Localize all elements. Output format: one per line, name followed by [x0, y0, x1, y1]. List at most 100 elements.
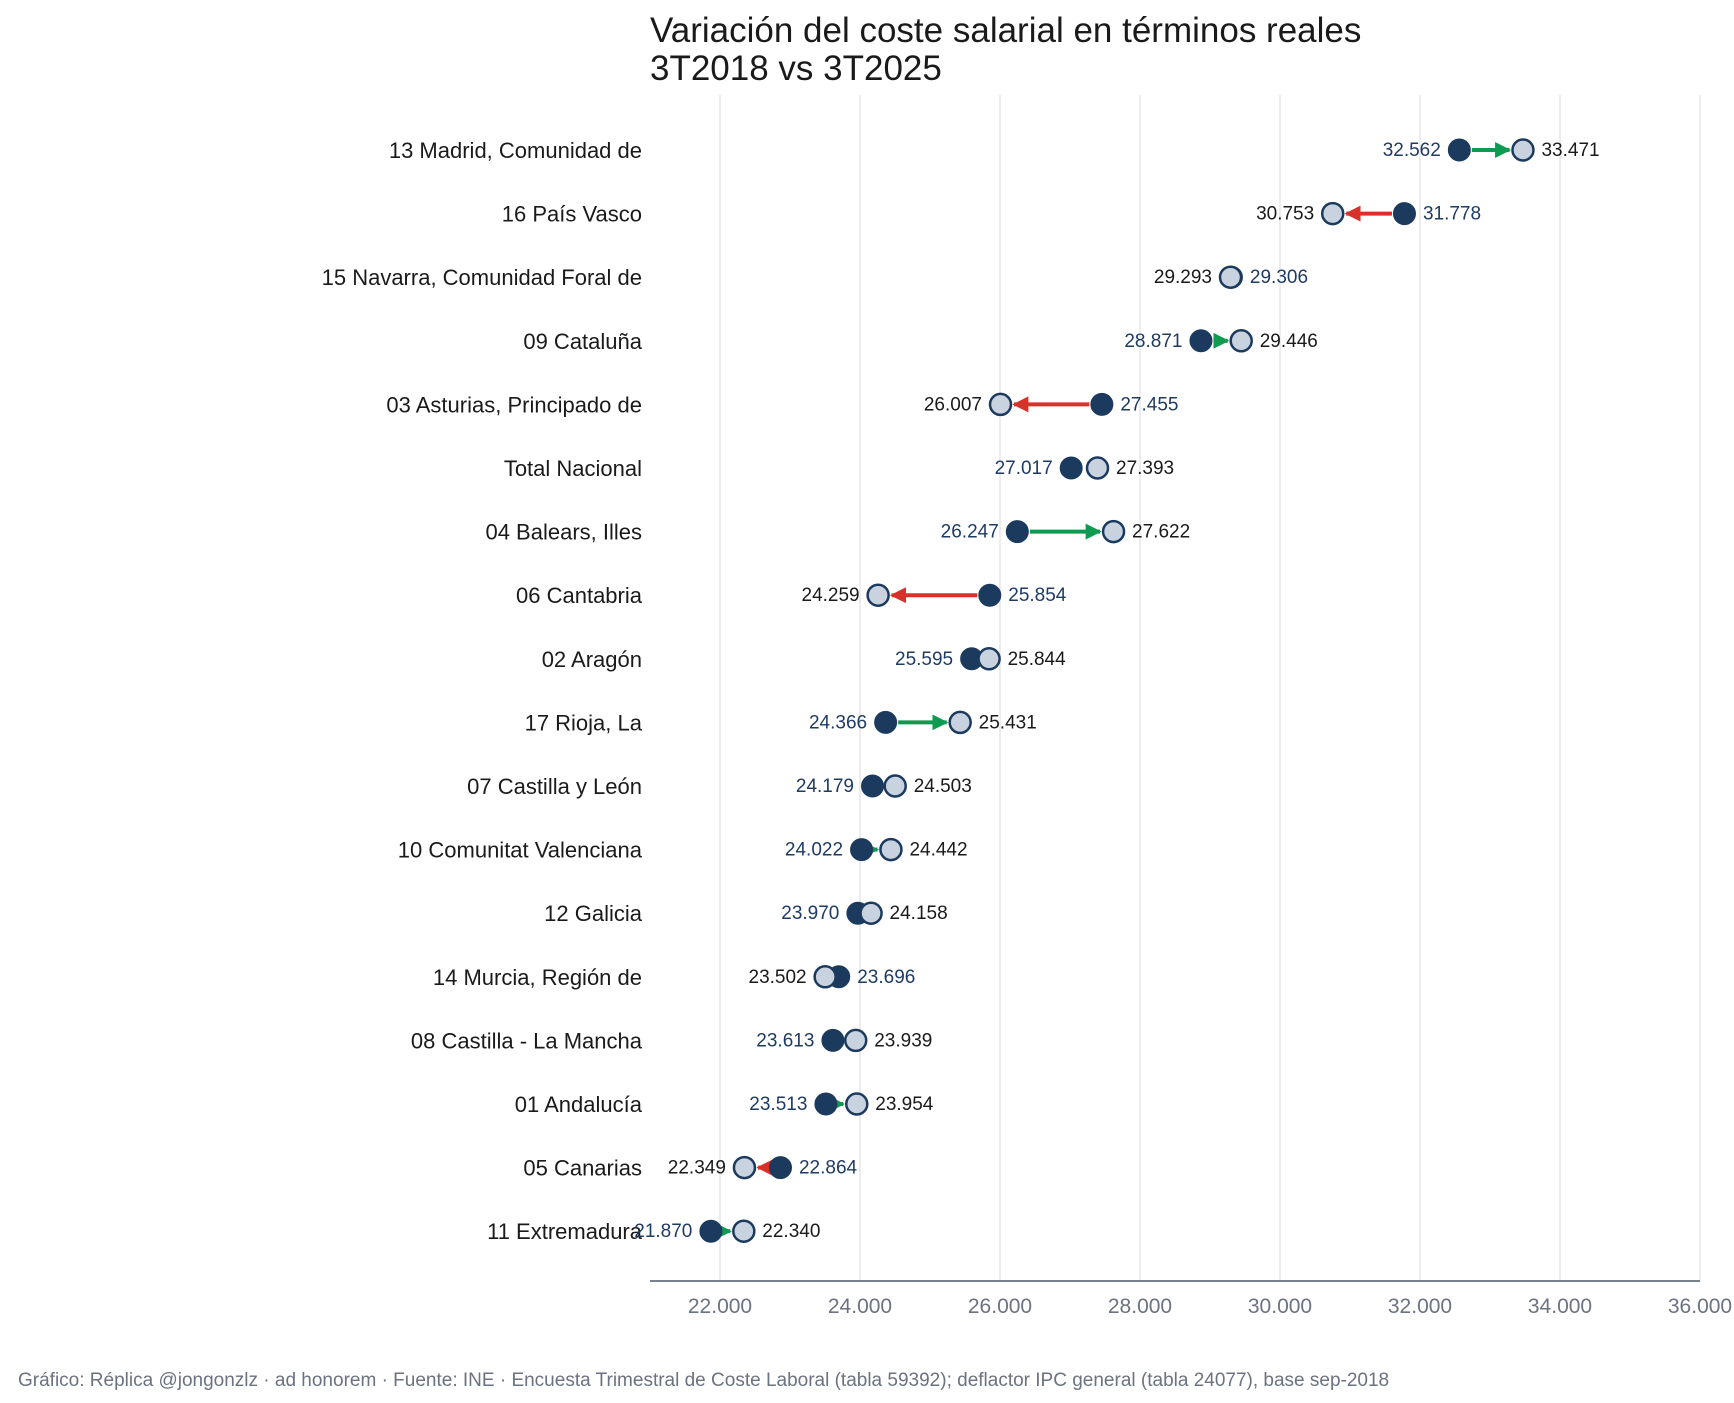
- x-axis: 22.000 24.000 26.000 28.000 30.000 32.000 34.0…: [650, 1280, 1732, 1318]
- y-category-label: 03 Asturias, Principado de: [386, 392, 642, 417]
- end-value-label: 25.844: [1008, 649, 1067, 670]
- end-dot: [845, 1092, 869, 1116]
- y-category-label: 16 País Vasco: [502, 202, 642, 227]
- end-dot: [977, 647, 1001, 671]
- chart-row: 06 Cantabria 24.259 25.854: [516, 583, 1067, 608]
- start-value-label: 21.870: [634, 1221, 692, 1242]
- start-dot: [1392, 202, 1416, 226]
- start-value-label: 23.613: [756, 1030, 814, 1051]
- y-category-label: 15 Navarra, Comunidad Foral de: [322, 265, 642, 290]
- end-dot: [813, 965, 837, 989]
- end-value-label: 24.259: [802, 585, 860, 606]
- chart-row: 02 Aragón 25.595 25.844: [542, 647, 1066, 672]
- start-dot: [814, 1092, 838, 1116]
- end-dot: [1511, 138, 1535, 162]
- end-value-label: 24.158: [890, 903, 948, 924]
- start-dot: [1005, 520, 1029, 544]
- x-tick-label: 36.000: [1668, 1295, 1732, 1318]
- end-dot: [1320, 201, 1345, 226]
- y-category-label: 06 Cantabria: [516, 583, 643, 608]
- start-value-label: 31.778: [1423, 204, 1481, 225]
- end-value-label: 33.471: [1541, 140, 1599, 161]
- end-dot: [732, 1219, 756, 1243]
- x-tick-label: 22.000: [688, 1295, 752, 1318]
- end-value-label: 25.431: [979, 712, 1037, 733]
- end-dot: [732, 1155, 757, 1180]
- start-dot: [850, 838, 874, 862]
- chart-title-line2: 3T2018 vs 3T2025: [650, 49, 942, 88]
- end-dot: [843, 1028, 868, 1053]
- y-category-label: Total Nacional: [504, 456, 642, 481]
- end-value-label: 27.622: [1132, 522, 1190, 543]
- start-value-label: 22.864: [799, 1158, 858, 1179]
- chart-row: 10 Comunitat Valenciana 24.022 24.442: [398, 838, 968, 863]
- end-dot: [988, 392, 1013, 417]
- y-category-label: 01 Andalucía: [515, 1092, 643, 1117]
- y-category-label: 07 Castilla y León: [467, 774, 642, 799]
- start-dot: [874, 710, 898, 734]
- start-dot: [861, 774, 885, 798]
- start-value-label: 32.562: [1383, 140, 1441, 161]
- x-tick-label: 32.000: [1388, 1295, 1452, 1318]
- start-dot: [1090, 392, 1114, 416]
- end-dot: [1101, 519, 1126, 544]
- start-dot: [699, 1219, 723, 1243]
- chart-rows: 13 Madrid, Comunidad de 32.562 33.471 16 Pa…: [322, 138, 1600, 1244]
- chart-row: 17 Rioja, La 24.366 25.431: [525, 710, 1037, 735]
- y-category-label: 05 Canarias: [523, 1156, 642, 1181]
- start-value-label: 24.179: [796, 776, 854, 797]
- end-value-label: 27.393: [1116, 458, 1174, 479]
- end-value-label: 22.349: [668, 1158, 726, 1179]
- start-value-label: 27.455: [1120, 394, 1178, 415]
- chart-row: Total Nacional 27.017 27.393: [504, 456, 1174, 481]
- end-dot: [1085, 456, 1110, 480]
- chart-row: 09 Cataluña 28.871 29.446: [523, 329, 1318, 354]
- x-tick-label: 26.000: [968, 1295, 1032, 1318]
- grid-lines: [719, 95, 1701, 1281]
- y-category-label: 17 Rioja, La: [525, 710, 643, 735]
- end-value-label: 29.446: [1260, 331, 1318, 352]
- end-dot: [948, 710, 972, 735]
- end-dot: [1229, 329, 1253, 353]
- y-category-label: 11 Extremadura: [487, 1219, 643, 1244]
- end-value-label: 29.293: [1154, 267, 1212, 288]
- end-dot: [883, 774, 907, 798]
- start-value-label: 25.595: [895, 649, 953, 670]
- chart-row: 16 País Vasco 30.753 31.778: [502, 202, 1481, 227]
- y-category-label: 12 Galicia: [544, 901, 643, 926]
- chart-footer: Gráfico: Réplica @jongonzlz · ad honorem…: [18, 1370, 1390, 1391]
- end-value-label: 24.442: [909, 840, 967, 861]
- start-dot: [1447, 138, 1471, 162]
- end-dot: [879, 837, 903, 862]
- y-category-label: 14 Murcia, Región de: [433, 965, 642, 990]
- chart-row: 12 Galicia 23.970 24.158: [544, 901, 948, 926]
- start-value-label: 26.247: [941, 522, 999, 543]
- end-value-label: 26.007: [924, 394, 982, 415]
- start-value-label: 23.970: [781, 903, 839, 924]
- y-category-label: 10 Comunitat Valenciana: [398, 838, 643, 863]
- chart-row: 05 Canarias 22.349 22.864: [523, 1156, 857, 1181]
- start-value-label: 25.854: [1008, 585, 1067, 606]
- y-category-label: 09 Cataluña: [523, 329, 642, 354]
- start-dot: [821, 1028, 845, 1052]
- end-value-label: 30.753: [1256, 204, 1314, 225]
- y-category-label: 08 Castilla - La Mancha: [411, 1028, 643, 1053]
- start-value-label: 23.696: [857, 967, 915, 988]
- start-value-label: 24.022: [785, 840, 843, 861]
- chart-row: 14 Murcia, Región de 23.502 23.696: [433, 965, 915, 990]
- end-value-label: 23.939: [874, 1030, 932, 1051]
- y-category-label: 02 Aragón: [542, 647, 642, 672]
- end-value-label: 24.503: [914, 776, 972, 797]
- chart-row: 03 Asturias, Principado de 26.007 27.455: [386, 392, 1178, 417]
- end-value-label: 23.954: [875, 1094, 934, 1115]
- chart-row: 01 Andalucía 23.513 23.954: [515, 1092, 934, 1117]
- end-dot: [866, 583, 890, 607]
- end-value-label: 22.340: [762, 1221, 820, 1242]
- start-value-label: 24.366: [809, 712, 867, 733]
- chart-row: 13 Madrid, Comunidad de 32.562 33.471: [389, 138, 1600, 163]
- start-value-label: 27.017: [995, 458, 1053, 479]
- x-tick-label: 34.000: [1528, 1295, 1592, 1318]
- start-value-label: 28.871: [1124, 331, 1182, 352]
